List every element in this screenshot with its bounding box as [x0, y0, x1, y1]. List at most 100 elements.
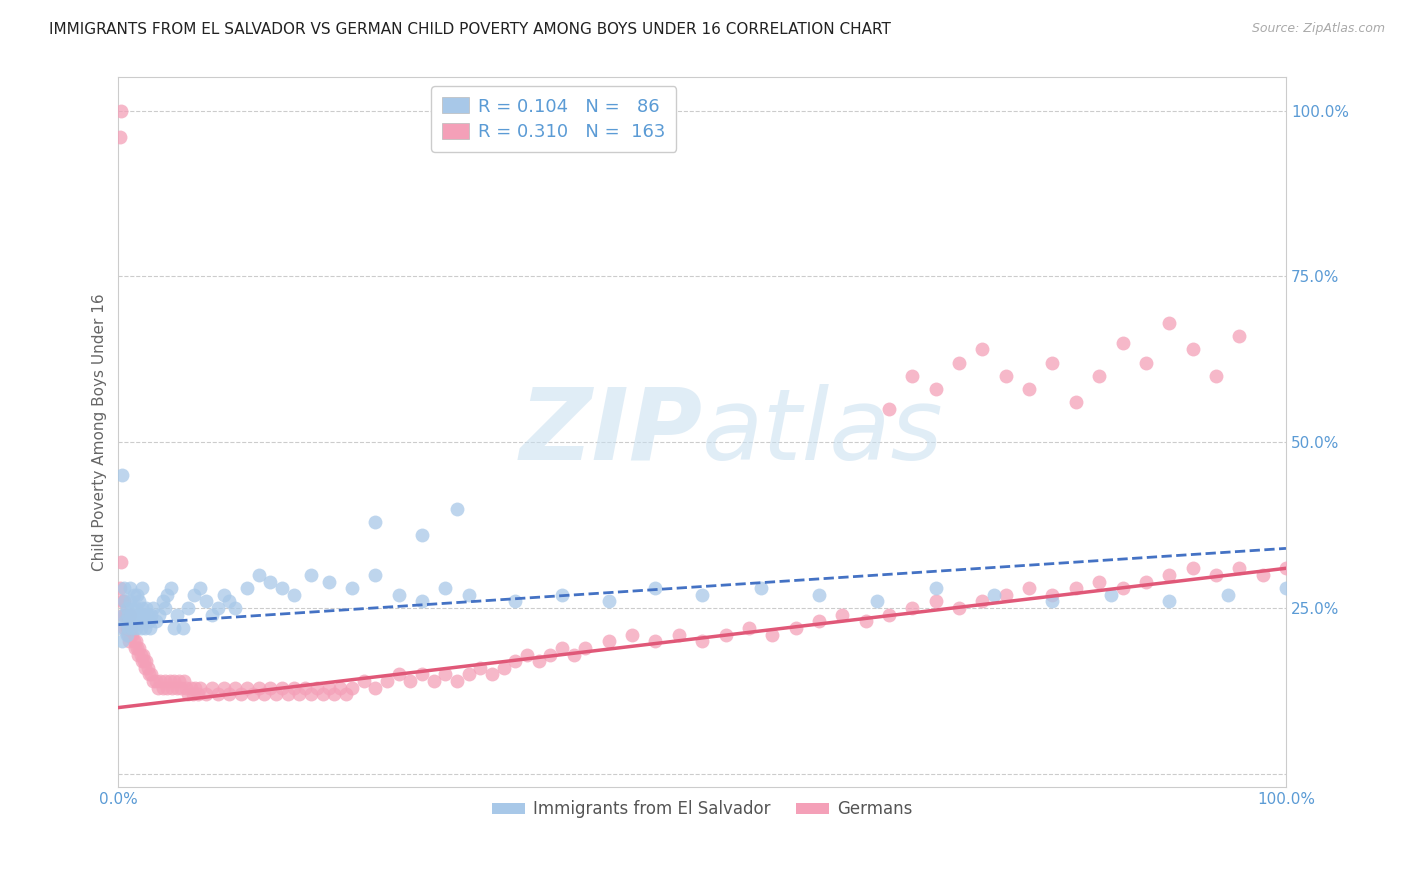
Point [134, 615, 156, 629]
Point [1205, 368, 1227, 383]
Point [187, 687, 209, 701]
Point [128, 615, 150, 629]
Point [110, 103, 132, 118]
Point [994, 368, 1017, 383]
Point [925, 594, 948, 608]
Point [1275, 561, 1298, 575]
Point [212, 588, 235, 602]
Point [925, 382, 948, 396]
Point [1216, 588, 1239, 602]
Point [145, 673, 167, 688]
Point [173, 673, 195, 688]
Point [160, 681, 183, 695]
Point [807, 588, 830, 602]
Point [136, 607, 159, 622]
Point [411, 667, 433, 681]
Point [785, 621, 807, 635]
Point [574, 640, 596, 655]
Point [807, 615, 830, 629]
Point [114, 607, 136, 622]
Point [1111, 581, 1133, 595]
Point [166, 681, 188, 695]
Point [177, 601, 200, 615]
Point [125, 621, 148, 635]
Text: ZIP: ZIP [519, 384, 702, 481]
Point [110, 555, 132, 569]
Point [166, 607, 188, 622]
Point [1099, 588, 1122, 602]
Point [516, 648, 538, 662]
Point [218, 594, 240, 608]
Point [184, 681, 207, 695]
Point [538, 648, 561, 662]
Point [160, 581, 183, 595]
Point [122, 588, 145, 602]
Point [139, 607, 162, 622]
Point [138, 615, 160, 629]
Point [125, 634, 148, 648]
Point [312, 687, 335, 701]
Point [1181, 561, 1204, 575]
Point [138, 667, 160, 681]
Point [174, 681, 197, 695]
Point [283, 588, 305, 602]
Point [492, 661, 515, 675]
Point [149, 673, 172, 688]
Point [983, 588, 1005, 602]
Point [318, 574, 340, 589]
Point [1088, 574, 1111, 589]
Point [152, 594, 174, 608]
Point [108, 130, 131, 145]
Point [135, 654, 157, 668]
Point [253, 687, 276, 701]
Point [159, 673, 181, 688]
Point [399, 673, 422, 688]
Point [353, 673, 375, 688]
Point [218, 687, 240, 701]
Point [1205, 568, 1227, 582]
Point [277, 687, 299, 701]
Point [264, 687, 287, 701]
Point [505, 594, 527, 608]
Point [156, 681, 179, 695]
Point [247, 681, 270, 695]
Point [470, 661, 492, 675]
Point [181, 687, 204, 701]
Point [188, 681, 211, 695]
Point [422, 673, 444, 688]
Point [167, 673, 190, 688]
Point [142, 601, 165, 615]
Point [112, 607, 135, 622]
Point [145, 615, 167, 629]
Point [948, 356, 970, 370]
Point [127, 648, 149, 662]
Point [388, 588, 411, 602]
Point [112, 594, 135, 608]
Point [131, 601, 153, 615]
Point [434, 581, 457, 595]
Point [120, 607, 142, 622]
Point [505, 654, 527, 668]
Point [247, 568, 270, 582]
Point [481, 667, 503, 681]
Point [134, 661, 156, 675]
Point [644, 581, 666, 595]
Point [551, 640, 574, 655]
Point [121, 621, 143, 635]
Point [375, 673, 398, 688]
Point [294, 681, 316, 695]
Point [111, 594, 134, 608]
Point [114, 615, 136, 629]
Point [761, 627, 783, 641]
Point [1227, 561, 1250, 575]
Point [112, 581, 135, 595]
Point [270, 581, 292, 595]
Point [201, 607, 224, 622]
Point [120, 594, 142, 608]
Point [598, 634, 620, 648]
Point [120, 621, 142, 635]
Point [340, 581, 363, 595]
Point [236, 681, 259, 695]
Y-axis label: Child Poverty Among Boys Under 16: Child Poverty Among Boys Under 16 [93, 293, 107, 571]
Point [146, 681, 169, 695]
